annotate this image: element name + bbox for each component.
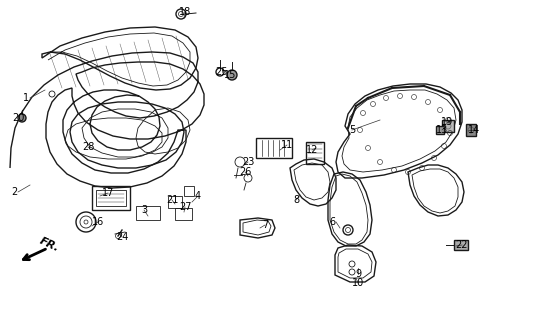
Polygon shape xyxy=(442,120,454,132)
Polygon shape xyxy=(466,124,476,136)
Text: 6: 6 xyxy=(329,217,335,227)
Polygon shape xyxy=(436,126,444,134)
Text: 25: 25 xyxy=(216,67,228,77)
Text: 28: 28 xyxy=(82,142,94,152)
Text: 23: 23 xyxy=(242,157,254,167)
Text: 12: 12 xyxy=(306,145,318,155)
Text: 20: 20 xyxy=(12,113,24,123)
Text: 11: 11 xyxy=(281,140,293,150)
Text: 13: 13 xyxy=(436,125,448,135)
Text: 16: 16 xyxy=(92,217,104,227)
Text: 3: 3 xyxy=(141,205,147,215)
Text: 1: 1 xyxy=(23,93,29,103)
Text: 22: 22 xyxy=(456,240,469,250)
Text: 14: 14 xyxy=(468,125,480,135)
Text: FR.: FR. xyxy=(38,236,61,254)
Text: 26: 26 xyxy=(239,167,251,177)
Text: 15: 15 xyxy=(224,70,236,80)
Text: 9: 9 xyxy=(355,269,361,279)
Circle shape xyxy=(227,70,237,80)
Text: 18: 18 xyxy=(179,7,191,17)
Circle shape xyxy=(18,114,26,122)
Text: 2: 2 xyxy=(11,187,17,197)
Text: 21: 21 xyxy=(166,195,178,205)
Text: 27: 27 xyxy=(179,202,192,212)
Text: 7: 7 xyxy=(262,220,268,230)
Polygon shape xyxy=(454,240,468,250)
Text: 10: 10 xyxy=(352,278,364,288)
Text: 8: 8 xyxy=(293,195,299,205)
Text: 24: 24 xyxy=(116,232,128,242)
Text: 19: 19 xyxy=(441,117,453,127)
Text: 17: 17 xyxy=(102,188,114,198)
Text: 4: 4 xyxy=(195,191,201,201)
Text: 5: 5 xyxy=(349,125,355,135)
